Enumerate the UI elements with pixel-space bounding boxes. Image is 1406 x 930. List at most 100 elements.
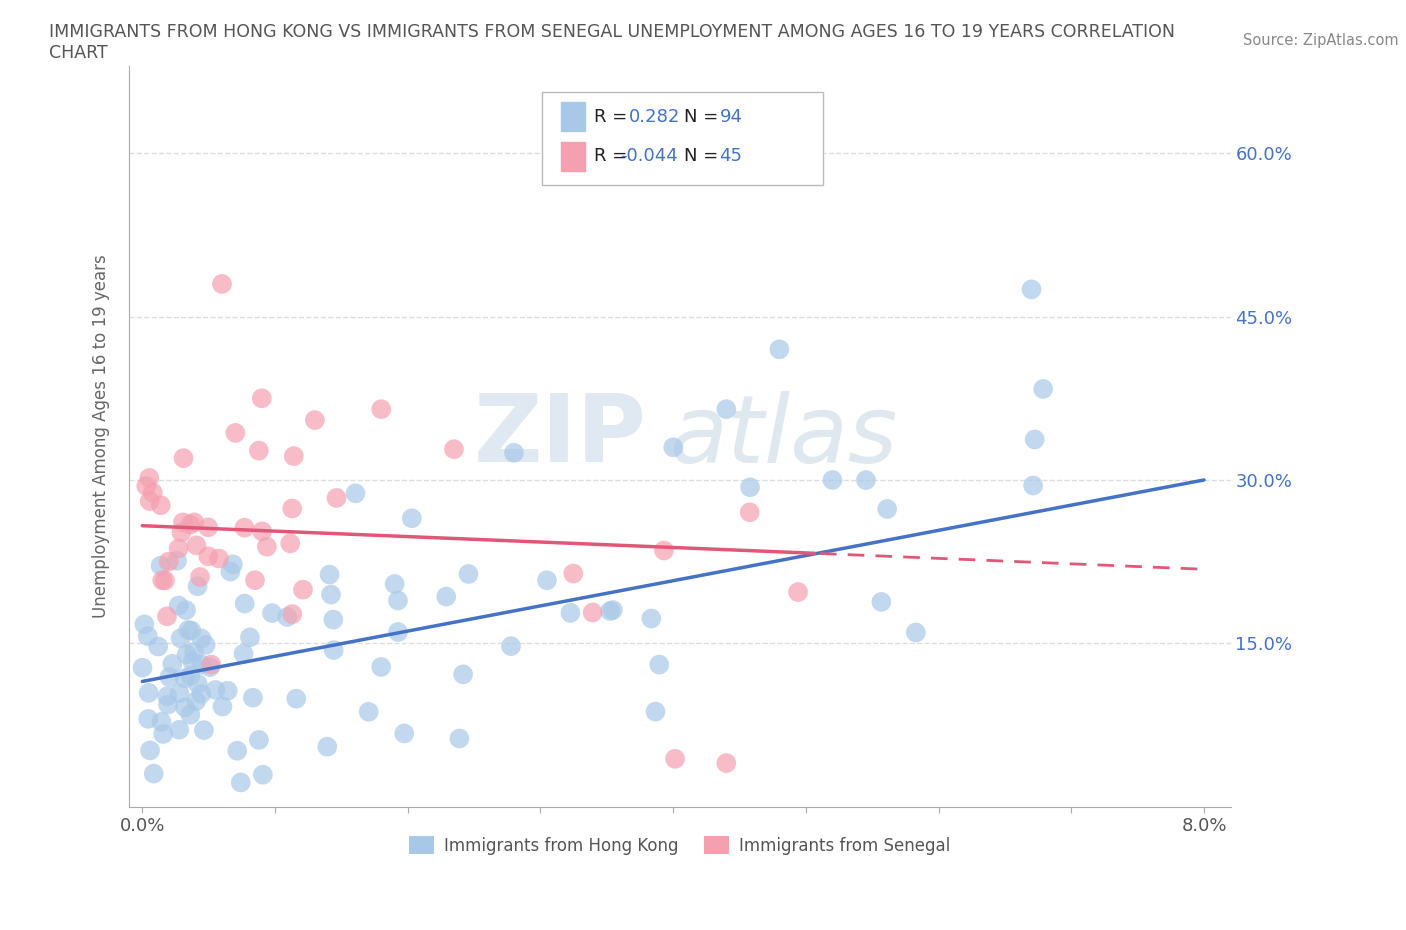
Point: [183, 515, 205, 530]
Point: [394, 726, 416, 741]
Point: [197, 520, 219, 535]
Point: [157, 670, 180, 684]
Point: [738, 480, 761, 495]
Point: [174, 603, 197, 618]
Point: [138, 685, 160, 700]
Point: [190, 631, 212, 646]
Text: atlas: atlas: [669, 391, 897, 482]
Point: [357, 704, 380, 719]
Point: [224, 425, 246, 440]
Point: [157, 554, 180, 569]
Point: [387, 593, 409, 608]
Point: [599, 604, 621, 618]
Point: [560, 605, 582, 620]
Point: [193, 723, 215, 737]
Point: [180, 623, 202, 638]
Point: [370, 402, 392, 417]
Point: [179, 517, 201, 532]
Point: [194, 637, 217, 652]
Point: [150, 573, 173, 588]
Point: [318, 567, 340, 582]
Point: [536, 573, 558, 588]
Point: [640, 611, 662, 626]
Point: [142, 766, 165, 781]
Text: N =: N =: [685, 148, 724, 166]
Point: [173, 671, 195, 685]
Point: [200, 658, 222, 672]
Point: [222, 557, 245, 572]
Point: [304, 413, 326, 428]
Point: [260, 605, 283, 620]
Text: CHART: CHART: [49, 44, 108, 61]
Text: 45: 45: [720, 148, 742, 166]
Point: [134, 617, 156, 631]
Text: Source: ZipAtlas.com: Source: ZipAtlas.com: [1243, 33, 1399, 47]
Point: [821, 472, 844, 487]
Point: [602, 603, 624, 618]
Point: [250, 391, 273, 405]
Point: [499, 639, 522, 654]
Point: [190, 686, 212, 701]
Point: [188, 569, 211, 584]
Point: [167, 541, 190, 556]
Point: [226, 743, 249, 758]
Point: [276, 609, 298, 624]
Point: [384, 577, 406, 591]
Point: [208, 551, 231, 566]
Point: [135, 479, 157, 494]
Point: [322, 643, 344, 658]
Text: 0.282: 0.282: [628, 108, 681, 126]
Text: -0.044: -0.044: [620, 148, 678, 166]
Point: [716, 402, 738, 417]
Point: [278, 536, 301, 551]
Point: [738, 505, 761, 520]
Point: [449, 731, 471, 746]
Point: [173, 451, 195, 466]
Point: [204, 683, 226, 698]
Point: [190, 657, 212, 671]
Point: [153, 573, 176, 588]
Point: [170, 525, 193, 539]
Point: [179, 707, 201, 722]
Point: [904, 625, 927, 640]
Text: ZIP: ZIP: [474, 391, 647, 483]
Point: [131, 660, 153, 675]
Point: [157, 698, 180, 712]
Point: [662, 440, 685, 455]
Point: [169, 685, 191, 700]
Point: [319, 587, 342, 602]
Point: [167, 723, 190, 737]
Y-axis label: Unemployment Among Ages 16 to 19 years: Unemployment Among Ages 16 to 19 years: [93, 255, 110, 618]
Point: [233, 520, 256, 535]
Point: [652, 543, 675, 558]
Point: [787, 585, 810, 600]
Point: [876, 501, 898, 516]
Point: [283, 448, 305, 463]
Point: [217, 684, 239, 698]
Point: [186, 578, 208, 593]
Point: [344, 485, 367, 500]
Point: [451, 667, 474, 682]
Text: IMMIGRANTS FROM HONG KONG VS IMMIGRANTS FROM SENEGAL UNEMPLOYMENT AMONG AGES 16 : IMMIGRANTS FROM HONG KONG VS IMMIGRANTS …: [49, 23, 1175, 41]
Point: [1032, 381, 1054, 396]
Point: [401, 511, 423, 525]
Point: [291, 582, 314, 597]
Text: R =: R =: [593, 108, 633, 126]
Point: [148, 639, 170, 654]
Point: [716, 756, 738, 771]
Point: [183, 644, 205, 659]
Point: [247, 733, 270, 748]
Point: [443, 442, 465, 457]
Point: [211, 276, 233, 291]
Point: [242, 690, 264, 705]
Point: [156, 689, 179, 704]
FancyBboxPatch shape: [561, 101, 585, 131]
Point: [316, 739, 339, 754]
Point: [1022, 478, 1045, 493]
Point: [172, 515, 194, 530]
Point: [229, 775, 252, 790]
Point: [252, 767, 274, 782]
Point: [197, 549, 219, 564]
Point: [162, 657, 184, 671]
Point: [370, 659, 392, 674]
